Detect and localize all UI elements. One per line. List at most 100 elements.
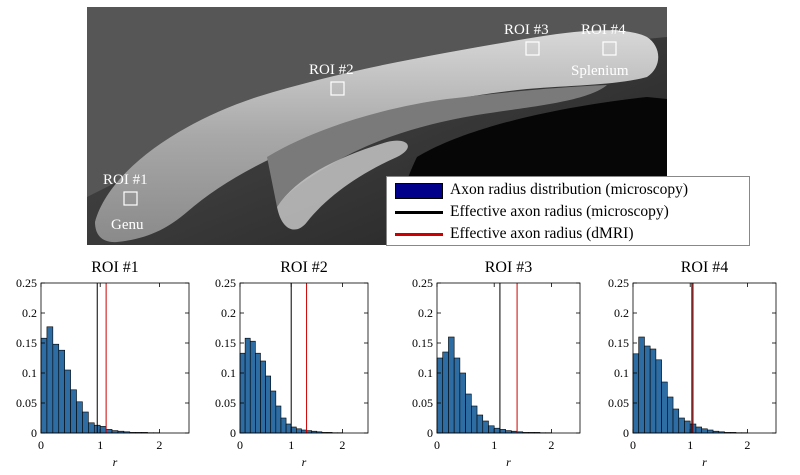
chart-2-bar [249, 340, 256, 434]
chart-4-bar [695, 426, 702, 434]
chart-4-bar [701, 428, 708, 434]
chart-1-bar [46, 326, 54, 434]
chart-3-axes-frame [436, 282, 581, 434]
chart-2-axes-frame [239, 282, 369, 434]
chart-3-ytick-label: 0.05 [412, 396, 433, 410]
roi-1-label: ROI #1 [103, 172, 148, 188]
chart-4-xtick-label: 1 [687, 438, 693, 452]
chart-2-bar [296, 428, 302, 434]
histogram-panels: ROI #1 0 0.05 0.1 0.15 0.2 0.25 0 1 2 r ROI #2 0 0.05… [16, 259, 777, 469]
chart-4-bar [707, 429, 714, 434]
legend-swatch-bar [395, 183, 443, 199]
chart-2-ytick-label: 0 [230, 426, 236, 440]
chart-3-bar [471, 405, 478, 434]
legend-label-dmri: Effective axon radius (dMRI) [450, 225, 634, 242]
chart-4-bar [672, 408, 680, 434]
chart-2-bar [265, 375, 272, 434]
chart-3-xtick-label: 1 [491, 438, 497, 452]
chart-1-ytick-label: 0.05 [16, 396, 37, 410]
roi-2-label: ROI #2 [309, 62, 354, 78]
cortex-region [87, 7, 667, 197]
chart-3-title: ROI #3 [485, 259, 533, 276]
chart-3-bar [453, 357, 461, 434]
fornix-region [267, 85, 607, 207]
chart-1-xtick-label: 2 [156, 438, 162, 452]
chart-1-ytick-label: 0.1 [22, 366, 37, 380]
chart-4-bar [632, 353, 640, 434]
chart-4-bar [678, 417, 685, 434]
chart-2-ytick-label: 0.1 [221, 366, 236, 380]
chart-2-bar [275, 405, 282, 434]
chart-1-axes-frame [40, 282, 190, 434]
chart-1-bar [52, 343, 60, 434]
chart-1-bar [40, 337, 48, 434]
chart-3-xtick-label: 0 [434, 438, 440, 452]
chart-1-xtick-label: 1 [97, 438, 103, 452]
chart-2-bar [301, 429, 307, 434]
chart-4-axes-frame [632, 282, 777, 434]
chart-4-bar [667, 396, 674, 434]
legend-label-distribution: Axon radius distribution (microscopy) [450, 181, 689, 198]
legend-swatch-red-line [395, 233, 443, 236]
chart-3-xlabel: r [506, 455, 511, 469]
legend-swatch-black-line [395, 211, 443, 214]
chart-3-bar [465, 393, 472, 434]
chart-2-bar [285, 423, 292, 434]
genu-label: Genu [111, 217, 144, 233]
chart-3-ytick-label: 0.2 [418, 306, 433, 320]
legend: Axon radius distribution (microscopy) Ef… [386, 176, 750, 246]
chart-1-ytick-label: 0.15 [16, 336, 37, 350]
chart-4-ytick-label: 0.2 [614, 306, 629, 320]
chart-1-bar [105, 429, 113, 434]
chart-1-bar [82, 411, 89, 434]
chart-4-ytick-label: 0.25 [608, 276, 629, 290]
chart-4-ytick-label: 0.1 [614, 366, 629, 380]
legend-label-microscopy: Effective axon radius (microscopy) [450, 203, 669, 220]
chart-4-bar [649, 348, 657, 434]
chart-4-ytick-label: 0.15 [608, 336, 629, 350]
chart-4-bar [638, 336, 645, 434]
chart-2-bar [290, 426, 297, 434]
roi-3-box [525, 41, 540, 56]
chart-3-ytick-label: 0.15 [412, 336, 433, 350]
chart-3-bar [482, 420, 489, 434]
legend-item-microscopy: Effective axon radius (microscopy) [387, 202, 749, 224]
chart-1-bar [88, 422, 95, 434]
chart-2-bar [260, 360, 266, 434]
chart-2-bar [280, 417, 287, 434]
chart-4-bar [684, 420, 691, 434]
chart-4-xtick-label: 2 [744, 438, 750, 452]
chart-3-xtick-label: 2 [548, 438, 554, 452]
chart-1-bar [64, 369, 71, 434]
roi-2-box [330, 81, 345, 96]
corpus-callosum [95, 30, 659, 243]
chart-1-ytick-label: 0 [31, 426, 37, 440]
chart-4-bar [644, 345, 651, 434]
chart-4-bar [661, 381, 668, 434]
chart-1-bar [58, 349, 65, 434]
chart-1-ytick-label: 0.25 [16, 276, 37, 290]
roi-3-label: ROI #3 [504, 22, 549, 38]
splenium-label: Splenium [571, 63, 629, 79]
chart-4-xlabel: r [702, 455, 707, 469]
chart-4-title: ROI #4 [681, 259, 729, 276]
chart-2-title: ROI #2 [280, 259, 328, 276]
chart-1-bar [76, 401, 83, 434]
chart-2-bar [244, 337, 251, 434]
chart-3-bar [448, 336, 455, 434]
chart-2-ytick-label: 0.05 [215, 396, 236, 410]
chart-4-ytick-label: 0 [623, 426, 629, 440]
chart-3-ytick-label: 0 [427, 426, 433, 440]
roi-4-label: ROI #4 [581, 22, 626, 38]
roi-4-box [602, 41, 617, 56]
chart-2-ytick-label: 0.25 [215, 276, 236, 290]
chart-3-bar [442, 351, 449, 434]
chart-3-ytick-label: 0.1 [418, 366, 433, 380]
chart-3-bar [459, 372, 466, 434]
chart-2-xlabel: r [302, 455, 307, 469]
chart-1-xtick-label: 0 [38, 438, 44, 452]
chart-2-ytick-label: 0.15 [215, 336, 236, 350]
chart-4-ytick-label: 0.05 [608, 396, 629, 410]
chart-3-bar [488, 425, 495, 434]
chart-2-ytick-label: 0.2 [221, 306, 236, 320]
